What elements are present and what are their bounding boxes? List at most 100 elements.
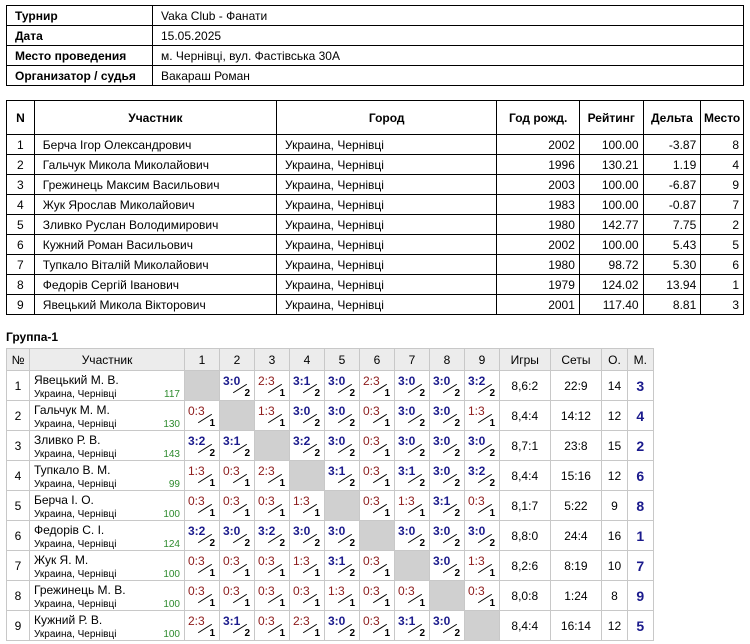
- match-score: 0:3: [363, 494, 380, 508]
- participant-rating: 117: [164, 389, 180, 400]
- info-row: Организатор / судья Вакараш Роман: [6, 65, 744, 86]
- participants-cell: 6: [6, 234, 35, 255]
- grid-header: 1: [184, 348, 220, 371]
- points-stat: 12: [601, 400, 628, 431]
- participants-cell: 3: [700, 294, 744, 315]
- match-score: 3:1: [328, 464, 346, 478]
- points-stat: 15: [601, 430, 628, 461]
- match-result-cell: 0:3 1: [289, 580, 325, 611]
- match-score: 3:2: [468, 374, 486, 388]
- match-result-cell: 0:3 1: [219, 550, 255, 581]
- match-points: 1: [489, 508, 495, 519]
- match-score: 3:0: [433, 374, 451, 388]
- match-points: 1: [244, 568, 250, 579]
- match-score: 0:3: [188, 584, 205, 598]
- participants-cell: 1996: [496, 154, 580, 175]
- participant-rating: 143: [163, 449, 180, 460]
- participants-cell: 2002: [496, 134, 580, 155]
- match-points: 2: [454, 568, 460, 579]
- match-score: 3:2: [468, 464, 486, 478]
- match-result-cell: 3:0 2: [429, 550, 465, 581]
- table-row: 9 Явецький Микола Вікторович Украина, Черн…: [6, 294, 744, 315]
- place-stat: 7: [626, 550, 655, 581]
- match-score: 1:3: [398, 494, 415, 508]
- match-result-cell: 3:0 2: [394, 430, 430, 461]
- table-row: 1 Берча Ігор Олександрович Украина, Чернів…: [6, 134, 744, 155]
- match-points: 1: [384, 628, 390, 639]
- match-result-cell: 2:3 1: [254, 460, 290, 491]
- match-result-cell: 0:3 1: [359, 430, 395, 461]
- match-points: 1: [419, 598, 425, 609]
- participants-cell: 98.72: [578, 254, 644, 275]
- participant-cell: Кужний Р. В. Украина, Чернівці 100: [29, 610, 185, 641]
- match-score: 0:3: [223, 494, 240, 508]
- match-points: 2: [349, 388, 355, 399]
- match-score: 0:3: [363, 584, 380, 598]
- info-label: Организатор / судья: [6, 65, 153, 86]
- match-score: 1:3: [188, 464, 205, 478]
- match-result-cell: 0:3 1: [219, 460, 255, 491]
- row-number: 1: [6, 370, 30, 401]
- match-points: 2: [349, 628, 355, 639]
- match-score: 0:3: [258, 494, 275, 508]
- match-score: 3:1: [223, 434, 241, 448]
- match-score: 3:2: [258, 524, 276, 538]
- match-result-cell: 0:3 1: [464, 490, 500, 521]
- match-score: 0:3: [363, 554, 380, 568]
- games-stat: 8,7:1: [499, 430, 551, 461]
- participants-cell: 1979: [496, 274, 580, 295]
- match-score: 3:1: [398, 464, 416, 478]
- match-points: 2: [419, 478, 425, 489]
- sets-stat: 16:14: [549, 610, 603, 641]
- table-row: 7 Тупкало Віталій Миколайович Украина, Чер…: [6, 254, 744, 275]
- participants-cell: 1983: [496, 194, 580, 215]
- info-label: Дата: [6, 25, 153, 46]
- match-result-cell: 3:1 2: [429, 490, 465, 521]
- match-points: 2: [454, 538, 460, 549]
- place-stat: 3: [626, 370, 655, 401]
- match-points: 1: [279, 628, 285, 639]
- participants-cell: Тупкало Віталій Миколайович: [33, 254, 278, 275]
- match-result-cell: 3:1 2: [394, 460, 430, 491]
- participant-city: Украина, Чернівці: [34, 419, 117, 430]
- participant-name: Кужний Р. В.: [34, 613, 103, 627]
- match-points: 2: [349, 538, 355, 549]
- match-score: 3:0: [223, 524, 241, 538]
- match-score: 0:3: [258, 554, 275, 568]
- participants-cell: 6: [700, 254, 744, 275]
- match-result-cell: 3:0 2: [219, 520, 255, 551]
- match-result-cell: 3:0 2: [394, 520, 430, 551]
- participants-cell: -0.87: [642, 194, 702, 215]
- match-points: 1: [384, 478, 390, 489]
- games-stat: 8,4:4: [499, 460, 551, 491]
- match-points: 2: [419, 418, 425, 429]
- match-result-cell: 3:0 2: [429, 460, 465, 491]
- participants-header: Дельта: [642, 100, 702, 135]
- info-label: Турнир: [6, 5, 153, 26]
- table-row: 7 Жук Я. М. Украина, Чернівці 100 0:3 1 0:3 1 0:…: [6, 550, 655, 581]
- match-points: 2: [489, 388, 495, 399]
- participants-cell: Украина, Чернівці: [275, 214, 498, 235]
- match-points: 1: [489, 568, 495, 579]
- participant-meta: Украина, Чернівці 124: [34, 539, 180, 550]
- match-result-cell: 3:0 2: [394, 400, 430, 431]
- grid-header: 8: [429, 348, 465, 371]
- match-result-cell: 1:3 1: [184, 460, 220, 491]
- match-points: 1: [244, 598, 250, 609]
- match-score: 2:3: [188, 614, 205, 628]
- match-result-cell: 3:1 2: [219, 610, 255, 641]
- match-result-cell: 0:3 1: [359, 550, 395, 581]
- participants-cell: 130.21: [578, 154, 644, 175]
- participants-cell: 8: [700, 134, 744, 155]
- match-result-cell: 1:3 1: [324, 580, 360, 611]
- participants-cell: Федорів Сергій Іванович: [33, 274, 278, 295]
- match-points: 1: [209, 628, 215, 639]
- match-points: 2: [419, 388, 425, 399]
- match-points: 2: [314, 418, 320, 429]
- participants-cell: 3: [6, 174, 35, 195]
- info-label: Место проведения: [6, 45, 153, 66]
- match-result-cell: 0:3 1: [254, 490, 290, 521]
- match-points: 2: [454, 508, 460, 519]
- match-points: 2: [244, 388, 250, 399]
- match-score: 0:3: [258, 614, 275, 628]
